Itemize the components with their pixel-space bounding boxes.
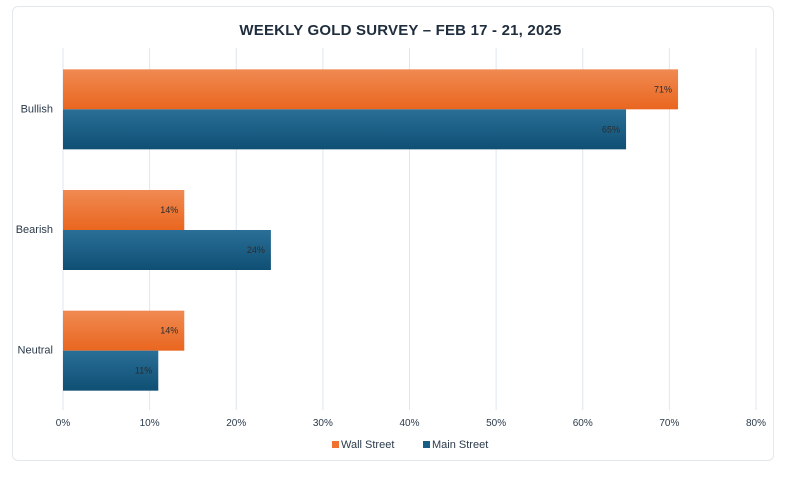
x-tick-label-30: 30% (313, 418, 333, 429)
data-label-main-street-neutral: 11% (135, 366, 152, 376)
x-tick-label-20: 20% (226, 418, 246, 429)
y-category-label-bearish: Bearish (16, 224, 53, 236)
data-label-main-street-bearish: 24% (247, 245, 265, 255)
bar-main-street-bearish[interactable] (63, 230, 271, 270)
x-tick-label-40: 40% (399, 418, 419, 429)
bar-wall-street-neutral[interactable] (63, 310, 185, 351)
bar-wall-street-bearish[interactable] (63, 190, 185, 230)
legend-swatch-main-street (423, 441, 430, 448)
legend-label-wall-street[interactable]: Wall Street (341, 439, 394, 451)
x-tick-label-70: 70% (659, 418, 679, 429)
bar-main-street-bullish[interactable] (63, 109, 627, 150)
x-tick-label-50: 50% (486, 418, 506, 429)
y-category-label-neutral: Neutral (18, 345, 53, 357)
data-label-wall-street-bullish: 71% (654, 84, 672, 94)
data-label-wall-street-neutral: 14% (160, 326, 178, 336)
x-tick-label-60: 60% (573, 418, 593, 429)
data-label-wall-street-bearish: 14% (160, 205, 178, 215)
legend-swatch-wall-street (332, 441, 339, 448)
legend-label-main-street[interactable]: Main Street (432, 439, 488, 451)
chart-title: WEEKLY GOLD SURVEY – FEB 17 - 21, 2025 (239, 22, 562, 39)
x-tick-label-80: 80% (746, 418, 766, 429)
bar-wall-street-bullish[interactable] (63, 69, 679, 110)
x-tick-label-10: 10% (140, 418, 160, 429)
y-category-label-bullish: Bullish (21, 103, 53, 115)
data-label-main-street-bullish: 65% (602, 124, 620, 134)
x-tick-label-0: 0% (56, 418, 71, 429)
bar-main-street-neutral[interactable] (63, 350, 159, 391)
